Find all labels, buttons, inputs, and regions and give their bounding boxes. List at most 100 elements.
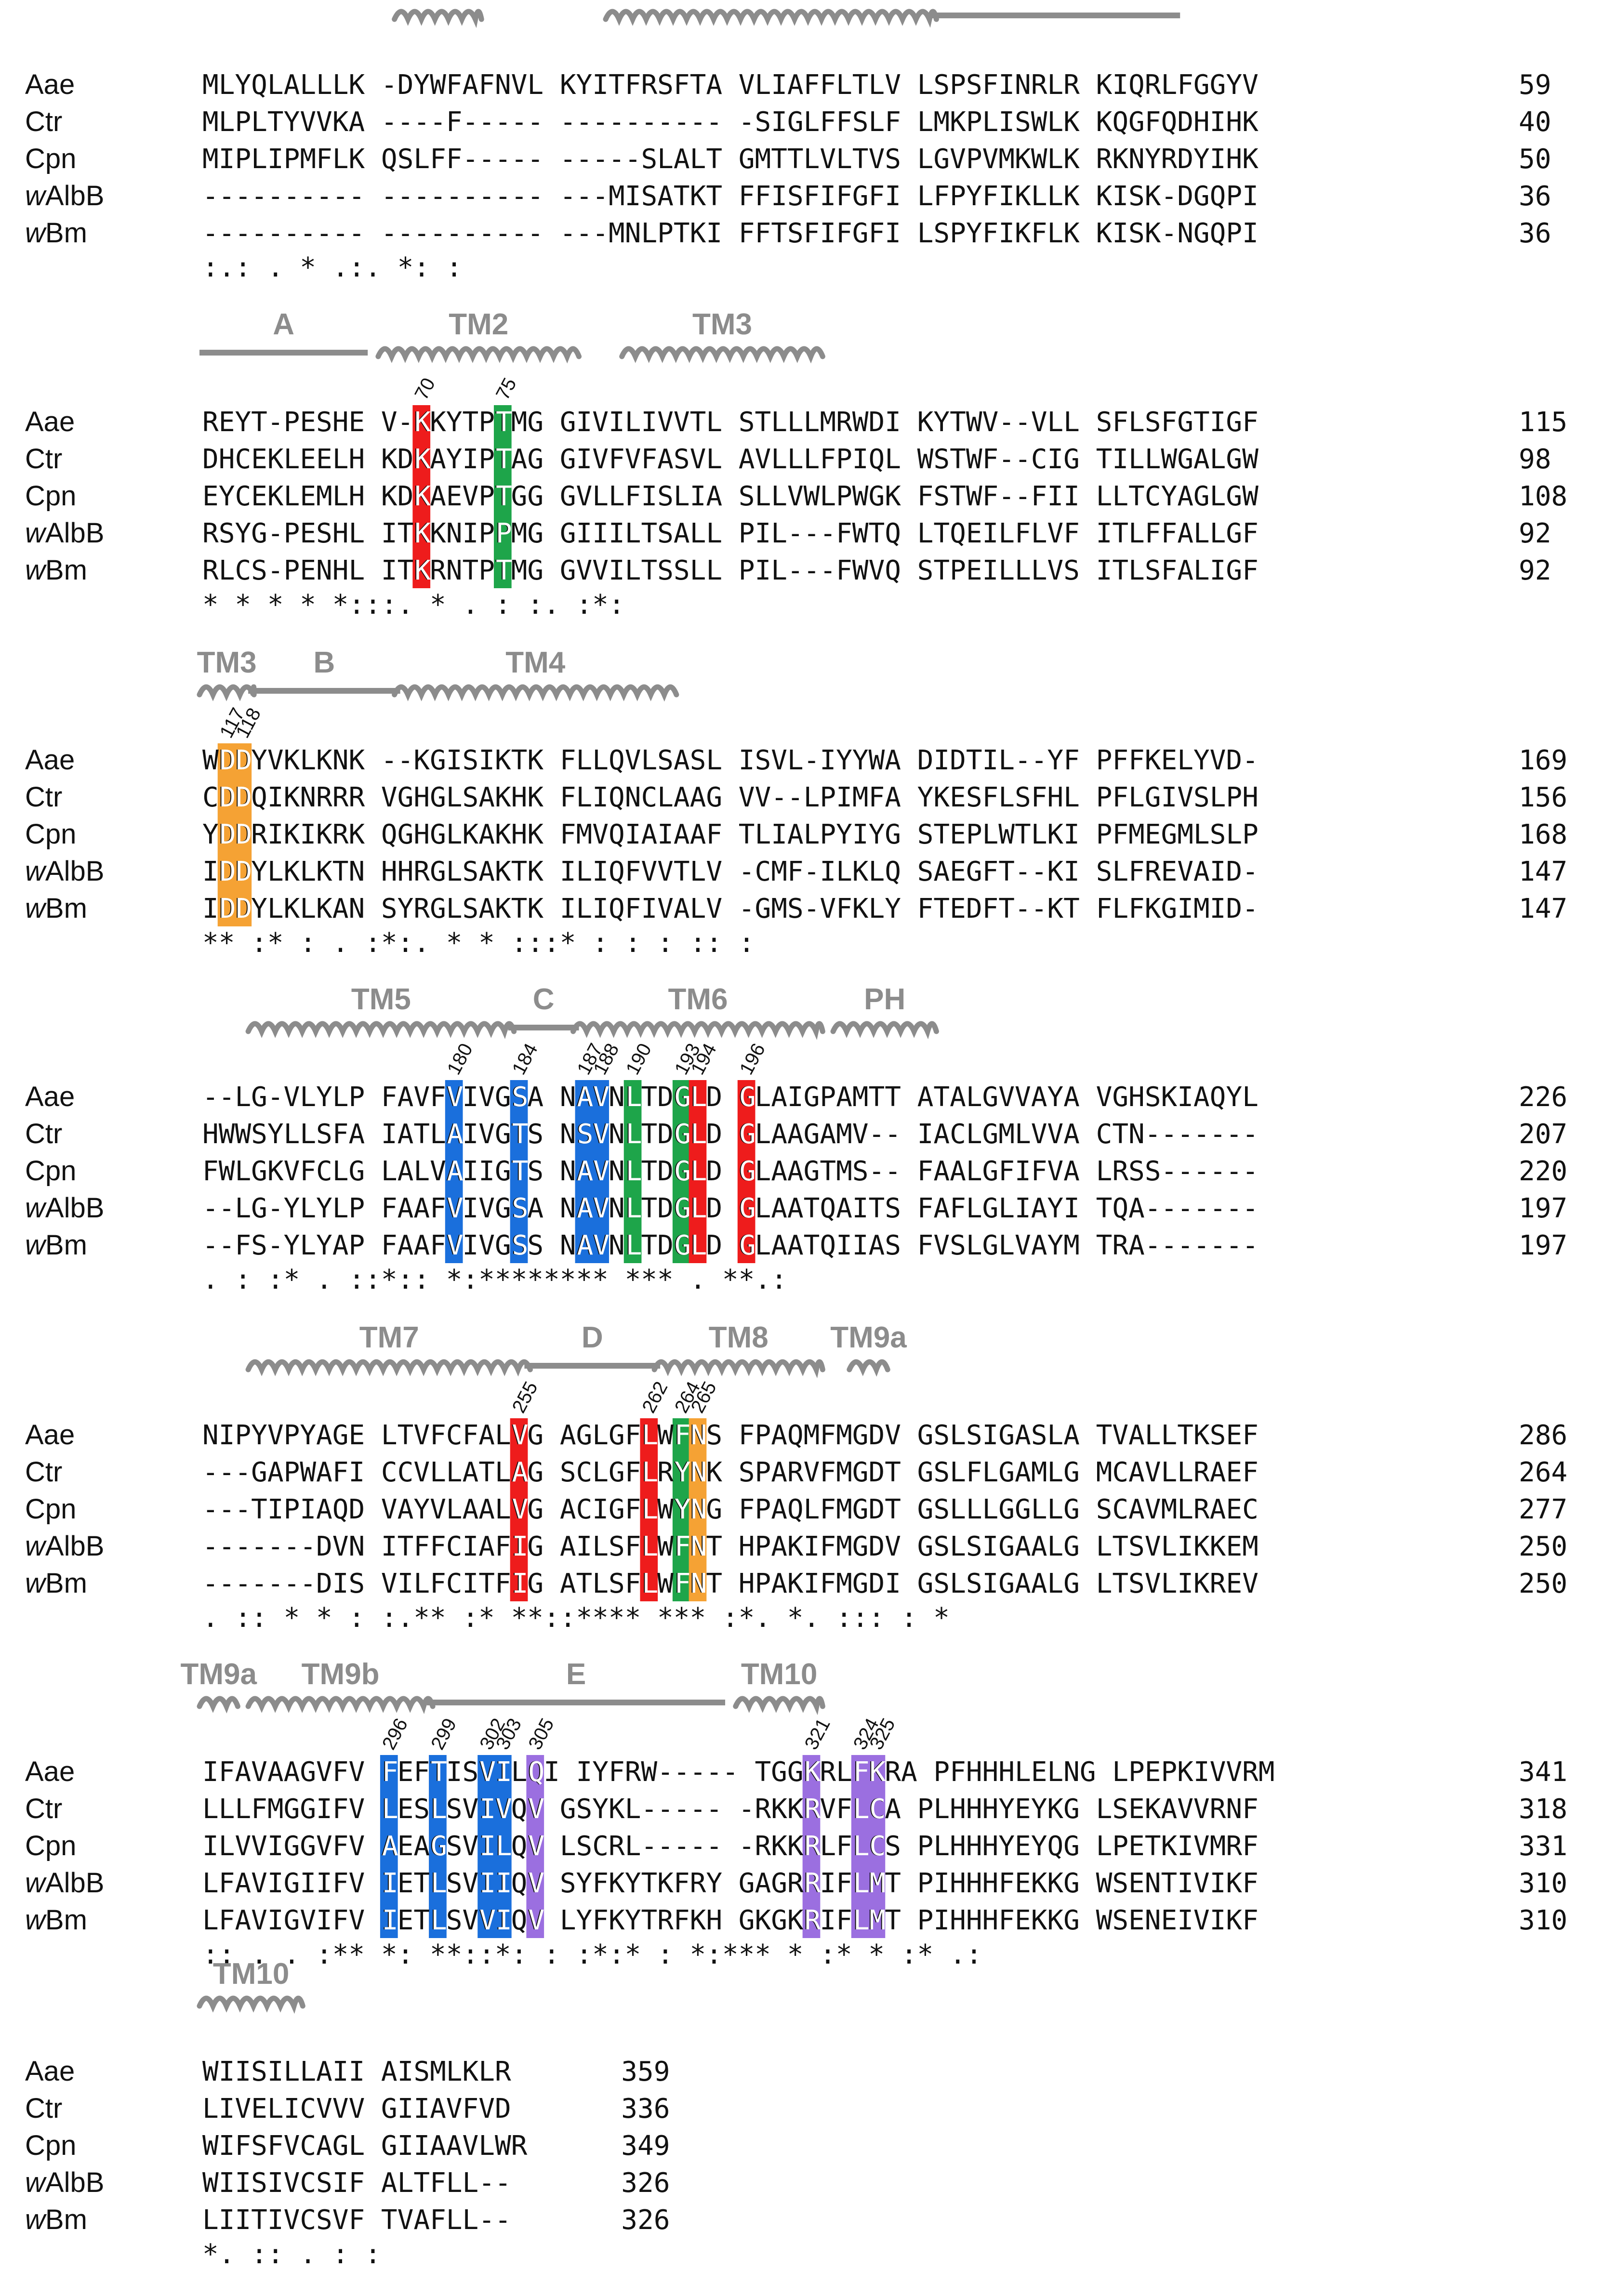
- species-name: Bm: [45, 1229, 87, 1261]
- species-name: Aae: [25, 2056, 75, 2087]
- species-name: Aae: [25, 1419, 75, 1451]
- highlighted-residue: Q: [528, 1756, 544, 1788]
- residue-position-label: 305: [524, 1715, 558, 1754]
- sequence-row: --FS-YLYAP FAAFVIVGSS NAVNLTDGLD GLAATQI…: [202, 1230, 1259, 1261]
- conservation-line: ** :* : . :*:. * * :::* : : : :: :: [202, 927, 755, 959]
- species-prefix: w: [25, 1867, 47, 1899]
- highlight-column: [493, 1755, 512, 1938]
- sequence-row: RSYG-PESHL ITKKNIPPMG GIIILTSALL PIL---F…: [202, 518, 1259, 549]
- species-prefix: w: [25, 1531, 47, 1562]
- helix-feature: [570, 1021, 825, 1040]
- highlight-column: [445, 1080, 463, 1263]
- residue-position-label: 321: [801, 1715, 835, 1754]
- highlighted-residue: V: [496, 1794, 512, 1825]
- highlight-column: [689, 1418, 707, 1601]
- highlight-column: [217, 743, 236, 926]
- highlighted-residue: L: [642, 1494, 658, 1525]
- sequence-row: MLYQLALLLK -DYWFAFNVL KYITFRSFTA VLIAFFL…: [202, 69, 1259, 101]
- highlight-column: [802, 1755, 821, 1938]
- helix-feature: [603, 9, 939, 28]
- sequence-row: LFAVIGVIFV IETLSVVIQV LYFKYTRFKH GKGKRIF…: [202, 1905, 1259, 1936]
- residue-end-number: 36: [1519, 218, 1551, 249]
- highlighted-residue: A: [447, 1156, 464, 1187]
- species-label: wAlbB: [25, 856, 104, 887]
- feature-bar: [199, 350, 368, 356]
- species-label: Ctr: [25, 1793, 62, 1824]
- residue-end-number: 40: [1519, 106, 1551, 138]
- highlighted-residue: L: [642, 1420, 658, 1451]
- highlighted-residue: A: [577, 1156, 594, 1187]
- feature-label: C: [533, 983, 555, 1016]
- residue-end-number: 197: [1519, 1193, 1567, 1224]
- highlight-column: [672, 1080, 690, 1263]
- species-name: Bm: [45, 554, 87, 586]
- species-label: wAlbB: [25, 2167, 104, 2198]
- highlighted-residue: P: [496, 518, 512, 549]
- species-name: AlbB: [45, 856, 105, 887]
- conservation-line: . :: * * : :.** :* **::**** *** :*. *. :…: [202, 1602, 950, 1634]
- sequence-row: ---TIPIAQD VAYVLAALVG ACIGFLWYNG FPAQLFM…: [202, 1494, 1259, 1525]
- residue-end-number: 98: [1519, 444, 1551, 475]
- feature-label: TM9a: [830, 1321, 907, 1354]
- species-label: Aae: [25, 69, 75, 100]
- highlighted-residue: V: [528, 1831, 544, 1862]
- highlighted-residue: D: [236, 782, 252, 813]
- species-prefix: w: [25, 856, 47, 887]
- helix-feature: [197, 1995, 305, 2014]
- highlighted-residue: R: [805, 1868, 821, 1899]
- residue-end-number: 310: [1519, 1868, 1567, 1899]
- helix-feature: [245, 1359, 533, 1377]
- residue-position-label: 299: [427, 1715, 461, 1754]
- highlighted-residue: I: [512, 1531, 529, 1562]
- species-label: Cpn: [25, 143, 76, 174]
- highlighted-residue: C: [870, 1794, 886, 1825]
- sequence-row: LIVELICVVV GIIAVFVD: [202, 2093, 511, 2124]
- residue-position-label: 180: [443, 1040, 477, 1079]
- highlighted-residue: S: [512, 1230, 529, 1261]
- residue-end-number: 92: [1519, 518, 1551, 549]
- species-name: Cpn: [25, 818, 76, 850]
- highlighted-residue: L: [853, 1831, 870, 1862]
- conservation-line: :.: . * .:. *: :: [202, 252, 462, 283]
- highlighted-residue: A: [512, 1457, 529, 1488]
- highlight-column: [526, 1755, 544, 1938]
- feature-label: IH: [423, 0, 453, 4]
- species-name: Bm: [45, 1904, 87, 1936]
- highlighted-residue: G: [675, 1119, 691, 1150]
- highlighted-residue: F: [382, 1756, 398, 1788]
- feature-label: TM9b: [302, 1658, 380, 1691]
- highlighted-residue: D: [220, 782, 236, 813]
- species-label: Ctr: [25, 1118, 62, 1149]
- highlighted-residue: L: [691, 1156, 707, 1187]
- highlighted-residue: I: [479, 1794, 496, 1825]
- highlighted-residue: M: [870, 1905, 886, 1936]
- highlighted-residue: L: [431, 1868, 447, 1899]
- highlighted-residue: V: [528, 1868, 544, 1899]
- highlighted-residue: D: [220, 856, 236, 887]
- highlighted-residue: V: [593, 1230, 610, 1261]
- species-label: Aae: [25, 1419, 75, 1451]
- residue-end-number: 197: [1519, 1230, 1567, 1261]
- highlighted-residue: F: [853, 1756, 870, 1788]
- highlighted-residue: L: [853, 1905, 870, 1936]
- sequence-row: WIFSFVCAGL GIIAAVLWR: [202, 2130, 528, 2162]
- highlighted-residue: L: [496, 1831, 512, 1862]
- highlight-column: [493, 405, 512, 588]
- species-name: Ctr: [25, 781, 62, 813]
- species-label: wBm: [25, 1568, 87, 1599]
- highlighted-residue: K: [414, 481, 431, 512]
- residue-end-number: 59: [1519, 69, 1551, 101]
- species-label: Aae: [25, 2056, 75, 2087]
- highlighted-residue: N: [691, 1420, 707, 1451]
- highlighted-residue: F: [675, 1568, 691, 1599]
- helix-feature: [197, 1696, 240, 1714]
- highlighted-residue: S: [512, 1082, 529, 1113]
- residue-end-number: 226: [1519, 1082, 1567, 1113]
- feature-label: TM7: [359, 1321, 419, 1354]
- highlight-column: [510, 1080, 528, 1263]
- residue-end-number: 168: [1519, 819, 1567, 850]
- species-name: Aae: [25, 69, 75, 100]
- species-label: Ctr: [25, 443, 62, 475]
